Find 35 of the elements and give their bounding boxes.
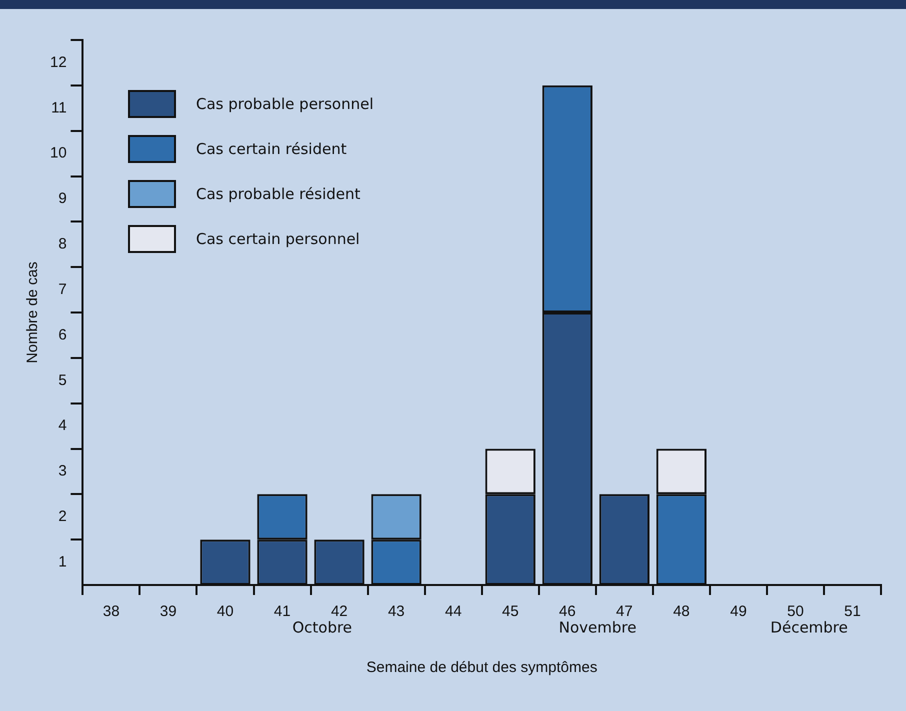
x-tick-label: 44: [444, 603, 462, 620]
y-tick-label: 4: [58, 417, 67, 434]
y-tick-label: 6: [58, 326, 67, 344]
y-tick-label: 5: [58, 372, 67, 389]
y-tick-label: 10: [50, 144, 67, 162]
y-tick-label: 11: [51, 99, 67, 116]
x-tick-label: 51: [844, 603, 861, 620]
text: Novembre: [558, 618, 636, 636]
x-tick-label: 48: [673, 603, 690, 620]
x-tick-label: 47: [616, 603, 633, 620]
y-tick-label: 9: [58, 190, 67, 208]
y-tick-label: 12: [50, 54, 67, 71]
y-axis-title: Nombre de cas: [24, 262, 42, 364]
x-tick-label: 39: [160, 603, 177, 620]
x-tick-label: 40: [216, 603, 234, 620]
legend-label: Cas certain personnel: [196, 230, 360, 248]
y-tick-label: 1: [58, 553, 67, 570]
x-tick-label: 46: [559, 603, 576, 620]
y-tick-label: 7: [58, 280, 67, 298]
x-tick-label: 43: [388, 603, 405, 620]
legend-label: Cas probable personnel: [196, 95, 374, 113]
y-tick-label: 8: [58, 236, 67, 253]
text: Décembre: [770, 618, 848, 636]
x-tick-label: 50: [787, 603, 804, 620]
x-tick-label: 38: [102, 603, 120, 620]
x-tick-label: 45: [502, 603, 519, 620]
y-tick-label: 2: [58, 508, 67, 526]
x-tick-label: 42: [330, 603, 348, 620]
x-tick-label: 49: [730, 603, 747, 620]
x-axis-title: Semaine de début des symptômes: [366, 659, 598, 676]
legend-label: Cas certain résident: [196, 140, 347, 158]
legend-label: Cas probable résident: [196, 185, 360, 203]
text: Octobre: [292, 618, 352, 636]
y-tick-label: 3: [58, 462, 67, 480]
x-tick-label: 41: [274, 603, 291, 620]
